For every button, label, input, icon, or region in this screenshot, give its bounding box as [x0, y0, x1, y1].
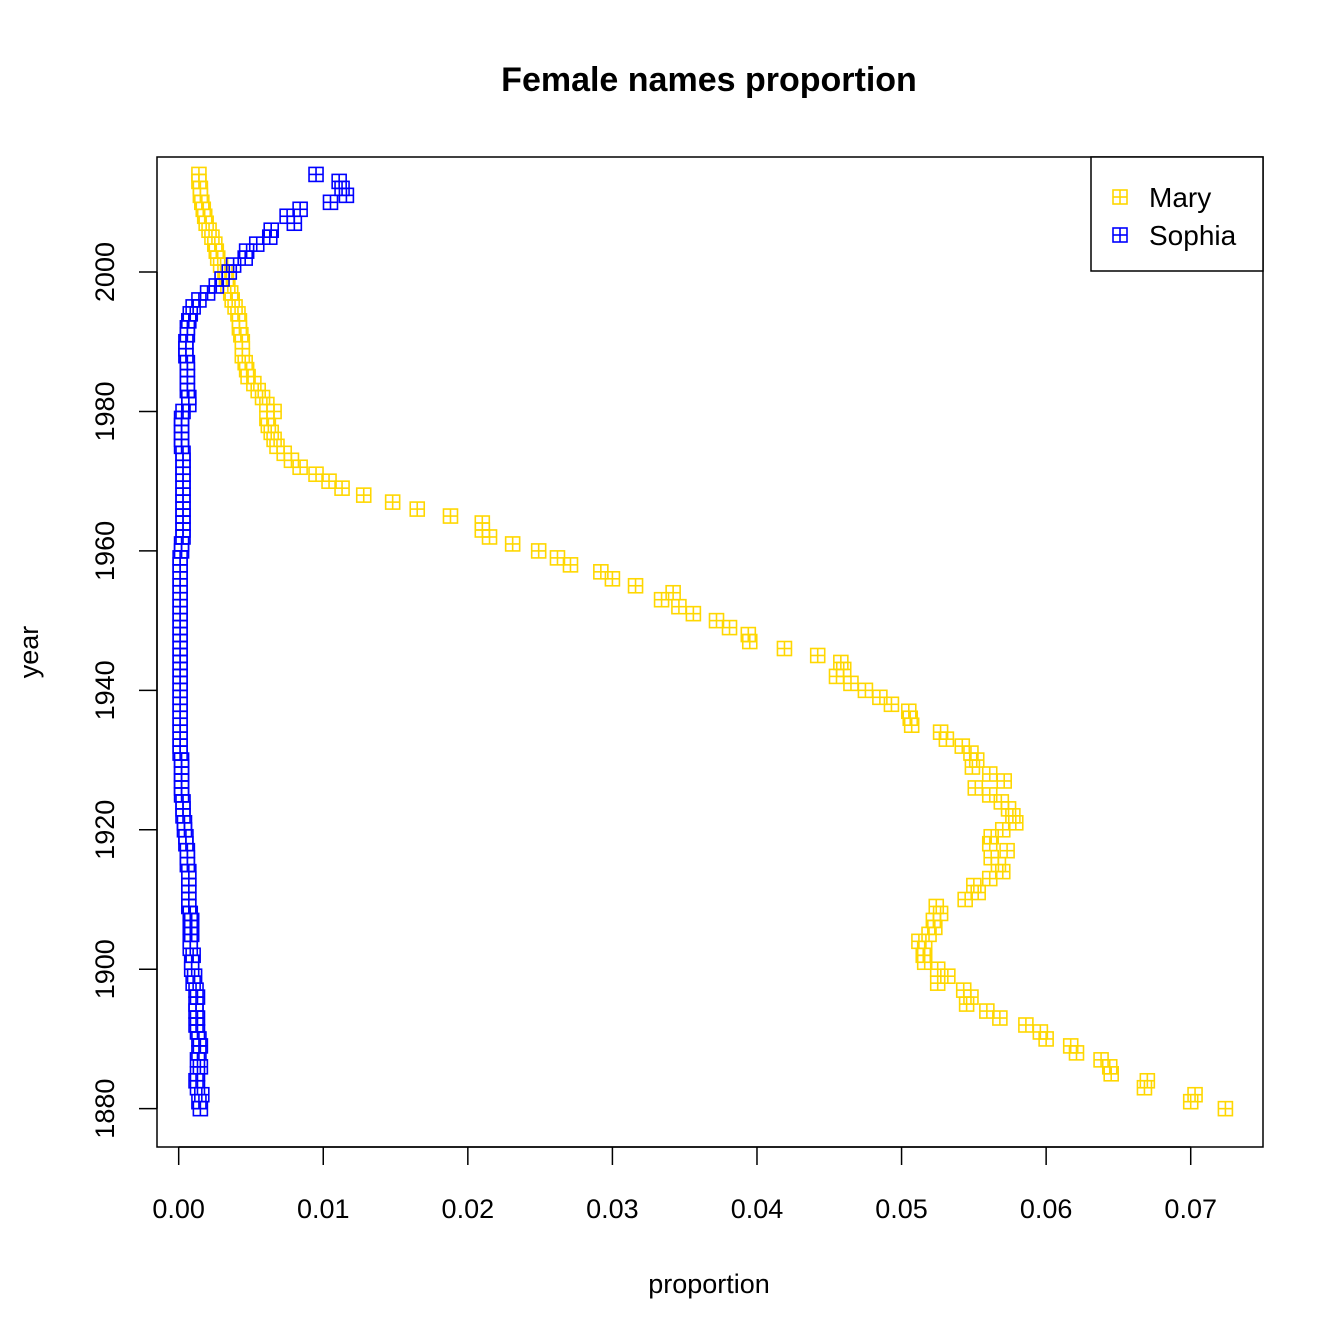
data-point — [983, 849, 999, 866]
data-point — [1182, 1093, 1199, 1110]
legend-box — [1090, 156, 1264, 272]
data-point — [1093, 1052, 1109, 1068]
y-tick-label: 1900 — [90, 939, 120, 999]
series-sophia — [172, 166, 355, 1117]
data-point — [292, 201, 308, 218]
data-point — [857, 682, 874, 699]
data-point — [957, 891, 973, 908]
y-tick-label: 2000 — [90, 242, 120, 302]
x-axis: 0.00 0.01 0.02 0.03 0.04 0.05 0.06 0.07 — [152, 1146, 1217, 1224]
data-point — [708, 612, 725, 629]
data-point — [321, 473, 337, 489]
data-point — [740, 626, 757, 643]
data-point — [384, 494, 401, 510]
data-point — [929, 961, 946, 978]
data-point — [1032, 1024, 1049, 1040]
legend-marker-sophia — [1112, 227, 1128, 243]
data-point — [900, 703, 917, 720]
data-point — [504, 536, 521, 552]
y-axis-label: year — [14, 626, 44, 679]
data-point — [322, 194, 339, 211]
data-point — [263, 222, 280, 239]
data-point — [308, 466, 324, 483]
data-point — [334, 480, 350, 496]
y-tick-label: 1920 — [90, 800, 120, 860]
data-point — [833, 654, 849, 671]
y-tick-label: 1980 — [90, 381, 120, 441]
legend: Mary Sophia — [1090, 156, 1264, 272]
data-point — [331, 173, 347, 190]
data-point — [442, 508, 459, 524]
data-point — [999, 842, 1015, 859]
data-point — [992, 1010, 1008, 1026]
data-point — [685, 605, 702, 622]
data-point — [967, 780, 984, 796]
data-point — [1136, 1079, 1153, 1096]
y-tick-label: 1940 — [90, 660, 120, 720]
chart-title: Female names proportion — [501, 61, 917, 99]
y-axis: 1880 1900 1920 1940 1960 1980 2000 — [90, 242, 158, 1139]
data-point — [1062, 1038, 1079, 1054]
x-tick-label: 0.06 — [1020, 1194, 1073, 1224]
x-tick-label: 0.01 — [297, 1194, 350, 1224]
data-point — [530, 543, 547, 559]
data-point — [474, 515, 491, 531]
x-tick-label: 0.07 — [1164, 1194, 1217, 1224]
data-point — [932, 724, 949, 740]
data-point — [549, 550, 566, 566]
data-point — [809, 647, 826, 664]
data-point — [671, 598, 687, 615]
y-tick-label: 1880 — [90, 1079, 120, 1139]
series-mary — [191, 166, 1234, 1117]
data-point — [191, 166, 207, 183]
data-point — [279, 208, 295, 225]
legend-label-mary: Mary — [1149, 182, 1211, 213]
data-point — [979, 1003, 995, 1019]
data-point — [981, 766, 998, 782]
y-tick-label: 1960 — [90, 521, 120, 581]
data-point — [1018, 1017, 1034, 1033]
data-point — [843, 675, 859, 692]
data-point — [665, 584, 681, 601]
data-point — [593, 564, 609, 580]
data-point — [355, 487, 372, 503]
data-point — [981, 870, 998, 887]
data-point — [248, 236, 265, 252]
x-tick-label: 0.02 — [442, 1194, 495, 1224]
data-point — [966, 877, 982, 894]
plot-frame — [156, 156, 1264, 1148]
legend-label-sophia: Sophia — [1149, 220, 1237, 251]
series-layer — [172, 166, 1234, 1117]
data-point — [955, 982, 972, 998]
data-point — [409, 501, 426, 517]
data-point — [928, 898, 945, 915]
x-axis-label: proportion — [648, 1269, 770, 1299]
legend-marker-mary — [1112, 189, 1128, 205]
data-point — [996, 773, 1013, 789]
x-tick-label: 0.05 — [875, 1194, 928, 1224]
data-point — [776, 640, 793, 657]
data-point — [1217, 1100, 1234, 1117]
data-point — [627, 577, 644, 594]
x-tick-label: 0.04 — [731, 1194, 784, 1224]
data-point — [562, 557, 579, 573]
data-point — [954, 738, 971, 754]
x-tick-label: 0.03 — [586, 1194, 639, 1224]
x-tick-label: 0.00 — [152, 1194, 205, 1224]
data-point — [721, 619, 738, 636]
data-point — [308, 166, 324, 183]
